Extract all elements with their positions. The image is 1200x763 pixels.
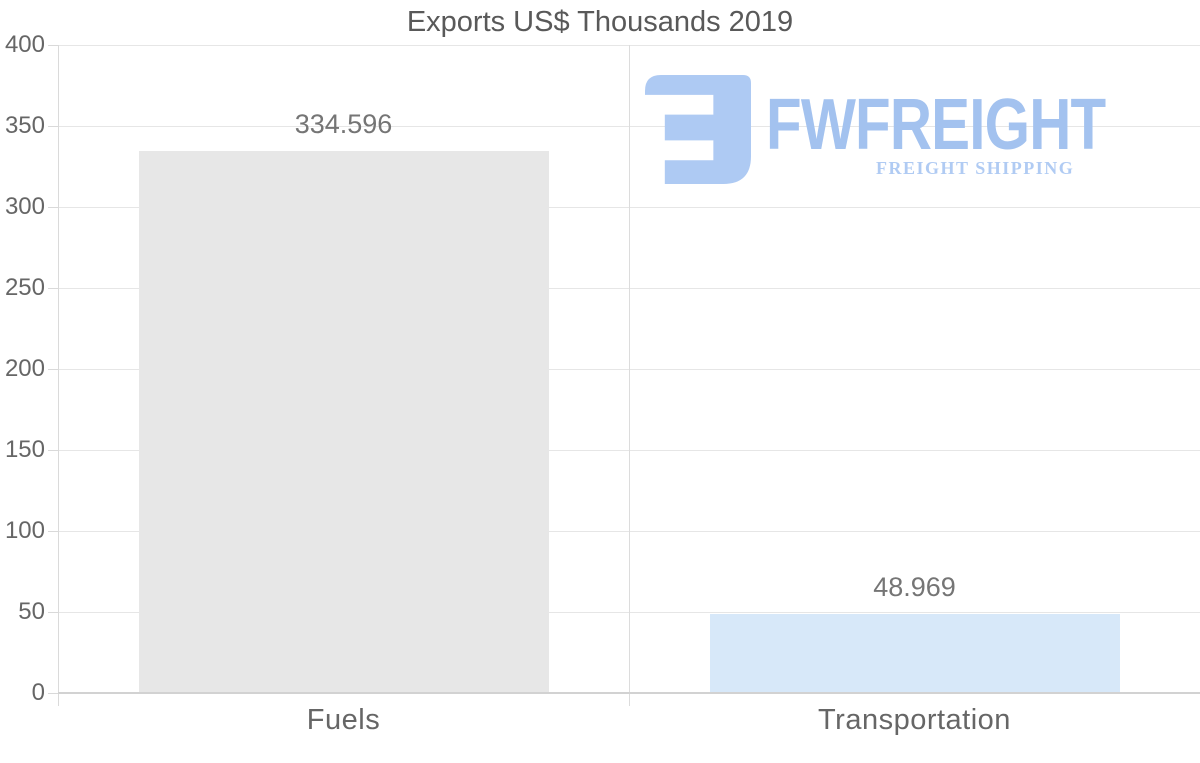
category-label: Fuels: [306, 704, 381, 736]
chart-title: Exports US$ Thousands 2019: [406, 6, 794, 38]
category-label: Transportation: [818, 704, 1011, 736]
y-axis-tick: [48, 611, 58, 613]
y-axis-label: 300: [4, 193, 45, 220]
bar-fuels[interactable]: [138, 150, 549, 693]
y-axis-label: 400: [4, 31, 45, 58]
y-axis-tick: [48, 530, 58, 532]
y-axis-tick: [48, 125, 58, 127]
y-axis-label: 100: [4, 517, 45, 544]
category-divider-gridline: [628, 45, 630, 706]
y-axis-tick: [48, 206, 58, 208]
y-axis-tick: [48, 449, 58, 451]
y-axis-tick: [48, 287, 58, 289]
bar-transportation[interactable]: [709, 613, 1120, 693]
y-axis-line: [58, 45, 59, 706]
y-axis-label: 250: [4, 274, 45, 301]
x-axis-line: [58, 692, 1200, 694]
y-axis-label: 200: [4, 355, 45, 382]
bar-value-label: 334.596: [294, 108, 393, 139]
y-axis-label: 150: [4, 436, 45, 463]
y-axis-label: 0: [31, 679, 45, 706]
bar-value-label: 48.969: [873, 571, 956, 602]
y-axis-label: 50: [18, 598, 45, 625]
y-axis-label: 350: [4, 112, 45, 139]
y-axis-tick: [48, 368, 58, 370]
y-axis-tick: [48, 692, 58, 694]
y-axis-tick: [48, 44, 58, 46]
